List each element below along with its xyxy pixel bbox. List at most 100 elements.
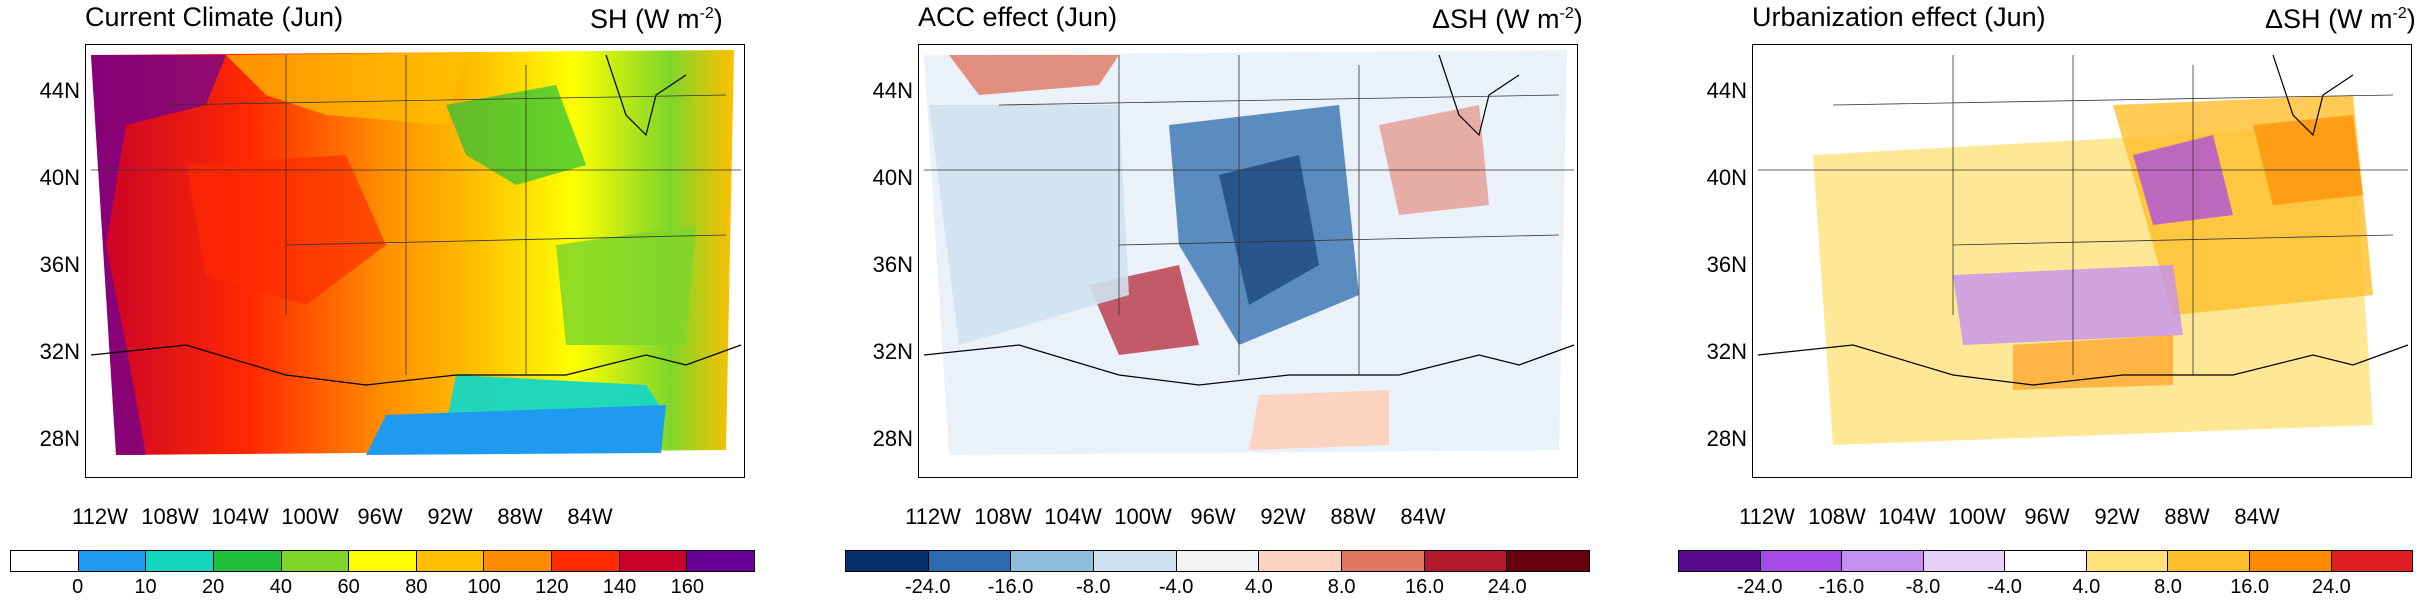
delta-sh-field bbox=[1757, 50, 2409, 455]
colorbar-segment bbox=[687, 551, 755, 571]
lon-tick: 108W bbox=[974, 504, 1032, 529]
colorbar-label: -16.0 bbox=[987, 576, 1034, 598]
colorbar-segment bbox=[619, 551, 688, 571]
colorbar-label: 24.0 bbox=[2311, 576, 2351, 598]
colorbar-label: 80 bbox=[405, 576, 428, 598]
lat-tick: 28N bbox=[872, 426, 913, 451]
lon-tick: 84W bbox=[1400, 504, 1446, 529]
colorbar-label: 140 bbox=[602, 576, 637, 598]
variable-label: ΔSH bbox=[2265, 4, 2321, 34]
variable-label: SH bbox=[590, 4, 628, 34]
colorbar-label: 8.0 bbox=[1327, 576, 1356, 598]
lat-tick: 28N bbox=[1706, 426, 1747, 451]
east-red-patch bbox=[1379, 105, 1489, 215]
colorbar-segment bbox=[1679, 551, 1761, 571]
variable-label: ΔSH bbox=[1432, 4, 1488, 34]
colorbar-label: 4.0 bbox=[2072, 576, 2101, 598]
units-exponent: -2 bbox=[1559, 5, 1574, 22]
colorbar-label: 20 bbox=[202, 576, 225, 598]
units-exponent: -2 bbox=[2392, 5, 2407, 22]
coastline bbox=[1757, 344, 2409, 386]
lat-tick: 44N bbox=[1706, 78, 1747, 103]
great-lakes bbox=[2272, 54, 2354, 137]
state-borders-h3 bbox=[1118, 234, 1560, 246]
colorbar-segment bbox=[78, 551, 147, 571]
lat-tick: 32N bbox=[872, 339, 913, 364]
texas-orange bbox=[2013, 335, 2173, 390]
colorbar-label: 160 bbox=[670, 576, 704, 598]
colorbar-segment bbox=[1842, 551, 1924, 571]
units-suffix: ) bbox=[713, 4, 723, 34]
coastline bbox=[90, 344, 742, 386]
purple-ridge bbox=[91, 55, 226, 455]
colorbar-label: 8.0 bbox=[2154, 576, 2182, 598]
lon-tick: 112W bbox=[1739, 504, 1795, 529]
colorbar-segment bbox=[2005, 551, 2087, 571]
lat-tick: 36N bbox=[39, 252, 80, 277]
map-urbanization-effect bbox=[1752, 44, 2412, 478]
units-suffix: ) bbox=[1573, 4, 1583, 34]
lon-tick: 96W bbox=[2024, 504, 2070, 529]
units-prefix: (W m bbox=[2328, 4, 2393, 34]
colorbar-label: 16.0 bbox=[2230, 576, 2270, 598]
lat-tick: 44N bbox=[39, 78, 80, 103]
colorbar-segment bbox=[1094, 551, 1177, 571]
lon-tick: 104W bbox=[1044, 504, 1102, 529]
colorbar-current-climate bbox=[10, 550, 755, 572]
colorbar-label: 10 bbox=[134, 576, 157, 598]
colorbar-segment bbox=[928, 551, 1012, 571]
lat-tick: 44N bbox=[872, 78, 913, 103]
lon-tick: 88W bbox=[1330, 504, 1376, 529]
colorbar-label: -4.0 bbox=[1987, 576, 2022, 598]
state-borders-h2 bbox=[1832, 94, 2394, 106]
west-light-blue bbox=[929, 105, 1129, 345]
colorbar-label: 4.0 bbox=[1244, 576, 1273, 598]
colorbar-segment bbox=[1507, 551, 1590, 571]
colorbar-label: 24.0 bbox=[1487, 576, 1527, 598]
lon-tick: 96W bbox=[1190, 504, 1236, 529]
lat-tick: 36N bbox=[1706, 252, 1747, 277]
units-prefix: (W m bbox=[1495, 4, 1560, 34]
great-lakes bbox=[605, 54, 687, 137]
great-lakes bbox=[1438, 54, 1520, 137]
colorbar-label: -8.0 bbox=[1905, 576, 1941, 598]
colorbar-segment bbox=[1424, 551, 1508, 571]
colorbar-segment bbox=[213, 551, 282, 571]
map-current-climate bbox=[85, 44, 745, 478]
units-prefix: (W m bbox=[635, 4, 700, 34]
lon-tick: 112W bbox=[72, 504, 128, 529]
lon-tick: 92W bbox=[1260, 504, 1306, 529]
colorbar-segment bbox=[416, 551, 485, 571]
colorbar-segment bbox=[1760, 551, 1843, 571]
colorbar-label: 60 bbox=[337, 576, 360, 598]
midwest-purple bbox=[2133, 135, 2233, 225]
lon-tick: 104W bbox=[1878, 504, 1936, 529]
colorbar-label: 100 bbox=[467, 576, 501, 598]
lat-tick: 36N bbox=[872, 252, 913, 277]
east-red bbox=[2253, 115, 2363, 205]
lat-tick: 40N bbox=[39, 165, 80, 190]
colorbar-label: 16.0 bbox=[1404, 576, 1444, 598]
colorbar-segment bbox=[349, 551, 417, 571]
colorbar-segment bbox=[281, 551, 350, 571]
panel-title: Urbanization effect (Jun) bbox=[1752, 2, 2046, 32]
state-borders-h2 bbox=[998, 94, 1560, 106]
colorbar-segment bbox=[2331, 551, 2413, 571]
southeast-green bbox=[556, 225, 696, 345]
north-red-patch bbox=[949, 55, 1119, 95]
lat-tick: 32N bbox=[39, 339, 80, 364]
colorbar-label: -24.0 bbox=[904, 576, 951, 598]
colorbar-label: -24.0 bbox=[1736, 576, 1783, 598]
lat-tick: 28N bbox=[39, 426, 80, 451]
colorbar-label: 40 bbox=[269, 576, 293, 598]
panel-title: ACC effect (Jun) bbox=[918, 2, 1118, 32]
lon-tick: 100W bbox=[1948, 504, 2006, 529]
colorbar-segment bbox=[11, 551, 79, 571]
units-suffix: ) bbox=[2406, 4, 2416, 34]
lon-tick: 112W bbox=[905, 504, 961, 529]
colorbar-segment bbox=[1342, 551, 1425, 571]
colorbar-urbanization-effect bbox=[1678, 550, 2413, 572]
coastline bbox=[923, 344, 1575, 386]
state-borders-h2 bbox=[165, 94, 727, 106]
state-borders-h3 bbox=[1952, 234, 2394, 246]
